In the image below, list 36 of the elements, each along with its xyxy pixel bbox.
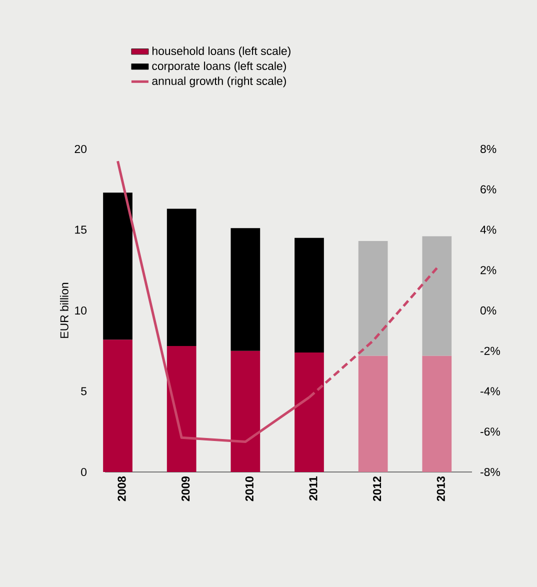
x-tick-label: 2010 <box>245 476 254 502</box>
y-tick-label: 20 <box>74 144 87 154</box>
bar <box>358 241 388 356</box>
x-tick-label: 2008 <box>118 476 126 502</box>
x-tick-label: 2013 <box>436 476 445 502</box>
y2-tick-label: 0% <box>480 306 496 315</box>
x-tick-label: 2012 <box>373 476 382 502</box>
bar <box>166 346 196 472</box>
y-tick-label: 5 <box>81 387 86 396</box>
legend-label: household loans (left scale) <box>152 46 290 58</box>
bar <box>422 356 452 472</box>
y-tick-label: 15 <box>75 226 86 234</box>
bar <box>230 228 260 351</box>
y2-tick-label: 6% <box>480 185 496 194</box>
bar <box>166 208 196 346</box>
y2-tick-label: -4% <box>480 387 500 396</box>
y-tick-label: 10 <box>75 306 87 315</box>
legend-label: corporate loans (left scale) <box>152 62 286 72</box>
y2-tick-label: 2% <box>480 266 496 274</box>
bar <box>358 356 388 472</box>
bar <box>294 238 324 352</box>
y2-tick-label: -2% <box>480 346 500 355</box>
x-tick-label: 2009 <box>182 476 190 502</box>
y2-tick-label: -8% <box>480 468 500 476</box>
x-tick-label: 2011 <box>309 476 318 500</box>
y2-tick-label: -6% <box>480 428 500 436</box>
y2-tick-label: 4% <box>480 226 496 234</box>
y2-tick-label: 8% <box>480 144 496 154</box>
bar <box>103 192 132 340</box>
legend-label: annual growth (right scale) <box>152 76 286 88</box>
bar <box>230 350 260 472</box>
y-axis-title: EUR billion <box>60 282 68 338</box>
bar <box>103 340 132 472</box>
y-tick-label: 0 <box>81 468 87 476</box>
bar <box>422 236 452 356</box>
bar <box>294 352 324 472</box>
